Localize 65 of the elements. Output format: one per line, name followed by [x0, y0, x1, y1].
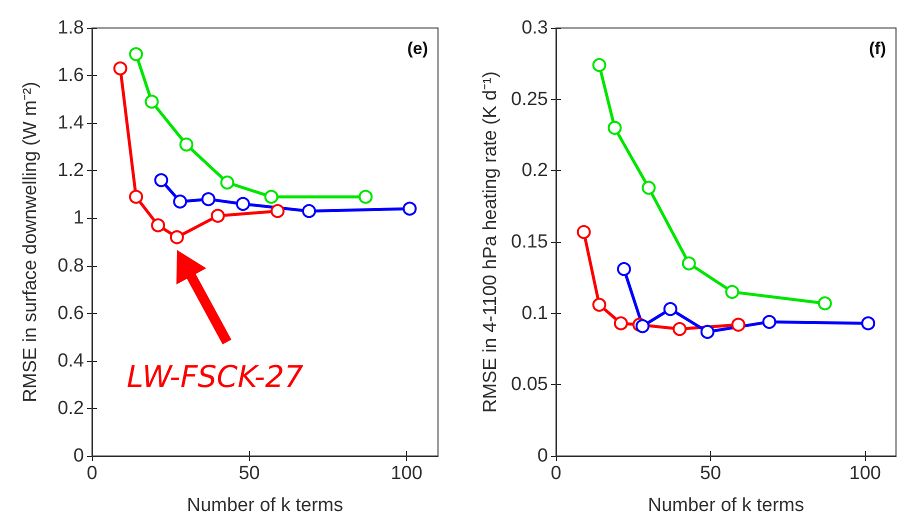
x-tick-label: 50 — [700, 463, 722, 484]
y-tick-label: 1 — [73, 208, 84, 229]
point — [144, 94, 159, 109]
point — [173, 194, 188, 209]
point — [682, 256, 696, 270]
point — [129, 47, 144, 62]
point — [129, 190, 144, 204]
x-tick-label: 100 — [390, 463, 422, 484]
x-axis-title: Number of k terms — [648, 495, 804, 516]
point — [592, 58, 606, 72]
point — [642, 180, 656, 195]
point — [113, 61, 128, 76]
annotation: (e) — [407, 39, 428, 58]
y-tick-label: 1.4 — [58, 112, 84, 134]
y-axis-title: RMSE in surface downwelling (W m⁻²) — [20, 82, 41, 402]
point — [236, 196, 250, 211]
point — [608, 120, 622, 135]
y-tick-label: 0.6 — [58, 302, 84, 324]
point — [302, 204, 316, 218]
y-tick-label: 0.3 — [522, 18, 548, 38]
y-tick-label: 0 — [537, 446, 548, 466]
point — [592, 298, 606, 312]
point — [636, 319, 650, 334]
point — [576, 225, 591, 240]
point — [731, 318, 746, 332]
annotation: LW-FSCK-27 — [126, 360, 304, 395]
x-tick-label: 0 — [550, 463, 562, 484]
x-tick-label: 0 — [86, 463, 98, 484]
point — [220, 176, 234, 190]
y-tick-label: 0.2 — [58, 398, 84, 419]
point — [154, 173, 168, 188]
point — [663, 302, 678, 316]
point — [201, 192, 216, 206]
y-tick-label: 0.8 — [58, 255, 84, 276]
x-tick-label: 50 — [238, 463, 260, 484]
point — [762, 314, 776, 329]
y-tick-label: 1.2 — [58, 160, 84, 182]
x-tick-label: 100 — [849, 463, 881, 484]
y-tick-label: 0.05 — [511, 374, 548, 396]
point — [210, 208, 225, 223]
point — [725, 284, 740, 299]
point — [264, 190, 278, 204]
point — [151, 218, 166, 232]
y-tick-label: 0.4 — [58, 350, 84, 372]
y-tick-label: 1.6 — [58, 65, 84, 86]
y-tick-label: 0.2 — [522, 160, 548, 182]
point — [861, 316, 876, 330]
x-axis-title: Number of k terms — [186, 495, 344, 516]
point — [170, 230, 184, 244]
y-tick-label: 0.1 — [522, 302, 548, 324]
point — [672, 322, 687, 336]
y-tick-label: 0.15 — [511, 232, 548, 252]
point — [179, 138, 194, 152]
y-tick-label: 0 — [73, 446, 84, 466]
point — [617, 262, 631, 276]
point — [818, 296, 832, 310]
point — [614, 316, 628, 330]
point — [270, 204, 285, 218]
annotation: (f) — [869, 39, 886, 58]
y-axis-title: RMSE in 4-1100 hPa heating rate (K d⁻¹) — [480, 71, 502, 413]
y-tick-label: 0.25 — [511, 88, 548, 110]
point — [402, 202, 417, 216]
point — [358, 190, 373, 204]
point — [700, 324, 714, 339]
y-tick-label: 1.8 — [58, 18, 84, 38]
